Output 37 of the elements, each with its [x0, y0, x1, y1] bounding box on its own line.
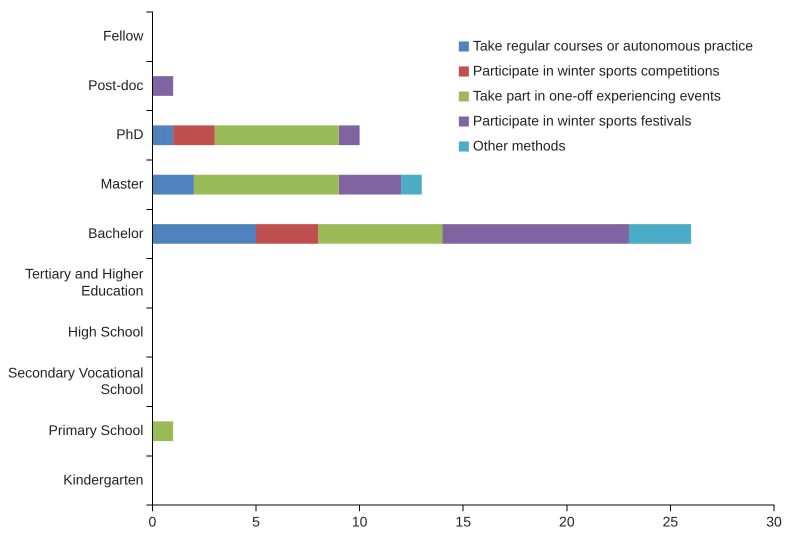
bar	[338, 174, 402, 194]
y-tick-label: Primary School	[48, 422, 144, 438]
y-tick-label: Master	[100, 175, 144, 192]
legend-label: Take regular courses or autonomous practice	[472, 37, 754, 54]
legend-label: Take part in one-off experiencing events	[472, 87, 721, 104]
x-tick-label: 25	[662, 513, 678, 530]
x-tick-label: 30	[766, 513, 782, 530]
bar	[338, 125, 360, 146]
bar	[442, 224, 629, 244]
legend-label: Participate in winter sports competitions	[472, 62, 720, 78]
bar	[401, 174, 422, 194]
y-tick-label: Tertiary and Higher Education	[25, 266, 144, 299]
x-tick-label: 10	[352, 513, 368, 530]
y-tick-label: High School	[68, 323, 144, 340]
bar	[318, 224, 442, 244]
legend-label: Other methods	[472, 137, 566, 154]
y-tick-label: Fellow	[102, 28, 144, 44]
bar	[152, 174, 194, 194]
bar	[152, 125, 174, 146]
y-tick-label: PhD	[116, 126, 144, 142]
bar	[194, 174, 339, 194]
y-tick-label: Kindergarten	[63, 471, 144, 488]
legend-label: Participate in winter sports festivals	[472, 112, 692, 128]
y-tick-label: Secondary Vocational School	[8, 364, 144, 398]
x-tick-label: 5	[252, 513, 260, 530]
bar	[628, 224, 692, 244]
bar	[152, 421, 174, 442]
bar	[152, 76, 174, 96]
bar	[214, 125, 339, 146]
x-tick-label: 0	[148, 513, 157, 530]
x-tick-label: 15	[455, 513, 472, 530]
x-tick-label: 20	[559, 513, 575, 530]
bar	[173, 125, 215, 146]
y-tick-label: Post-doc	[88, 76, 144, 93]
y-tick-label: Bachelor	[88, 224, 144, 241]
bar	[152, 224, 256, 244]
bar	[256, 224, 318, 244]
